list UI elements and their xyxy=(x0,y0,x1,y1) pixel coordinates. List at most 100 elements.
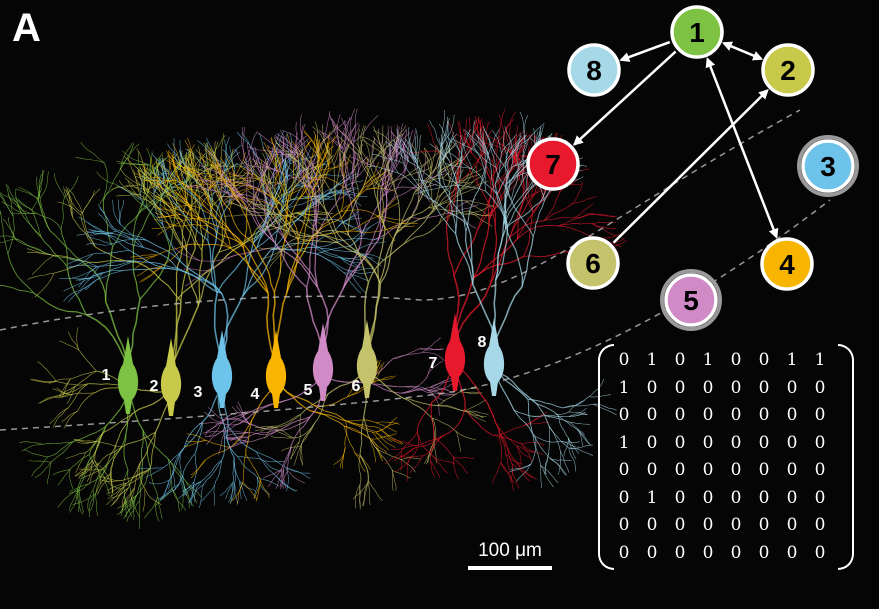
neurite-branch xyxy=(37,198,51,231)
neurite-branch xyxy=(371,433,397,440)
matrix-cell: 0 xyxy=(646,432,658,453)
neurite-branch xyxy=(220,163,225,189)
neurite-branch xyxy=(377,229,386,284)
neurite-branch xyxy=(337,242,381,284)
matrix-cell: 0 xyxy=(646,460,658,481)
neurite-branch xyxy=(245,160,249,203)
neurite-branch xyxy=(207,189,217,220)
neurite-branch xyxy=(174,189,192,207)
neurite-branch xyxy=(338,177,358,200)
neurite-branch xyxy=(573,203,594,219)
neurite-branch xyxy=(86,243,113,246)
neurite-branch xyxy=(239,175,265,185)
neurite-branch xyxy=(549,458,572,461)
neurite-branch xyxy=(494,154,511,185)
neurite-branch xyxy=(449,152,459,188)
neurite-branch xyxy=(284,198,300,242)
neurite-branch xyxy=(179,139,181,167)
neurite-branch xyxy=(352,221,380,240)
neurite-branch xyxy=(67,253,94,269)
matrix-cell: 0 xyxy=(674,515,686,536)
neurite-branch xyxy=(73,438,97,442)
neurite-branch xyxy=(283,235,312,248)
matrix-cell: 0 xyxy=(786,487,798,508)
neurite-branch xyxy=(71,392,96,395)
neurite-branch xyxy=(211,207,244,245)
neurite-branch xyxy=(97,203,115,230)
neurite-branch xyxy=(101,443,117,470)
neurite-branch xyxy=(208,153,219,178)
neurite-branch xyxy=(354,452,366,472)
neurite-branch xyxy=(353,114,379,143)
neurite-branch xyxy=(21,444,43,452)
neurite-branch xyxy=(31,456,49,477)
neurite-branch xyxy=(149,467,159,497)
matrix-cell: 0 xyxy=(702,515,714,536)
neurite-branch xyxy=(109,473,113,497)
neurite-branch xyxy=(316,246,355,253)
neurite-branch xyxy=(102,260,135,274)
neurite-branch xyxy=(417,134,422,163)
neurite-branch xyxy=(224,198,254,213)
neurite-branch xyxy=(313,404,346,422)
neurite-branch xyxy=(421,149,442,169)
neurite-branch xyxy=(186,210,192,251)
neurite-branch xyxy=(224,136,230,166)
neurite-branch xyxy=(33,292,87,316)
neurite-branch xyxy=(439,184,469,227)
neurite-branch xyxy=(336,135,359,156)
neurite-branch xyxy=(524,122,545,145)
neurite-branch xyxy=(483,125,495,153)
neurite-branch xyxy=(194,176,213,207)
neurite-branch xyxy=(240,194,266,212)
neurite-branch xyxy=(502,118,515,145)
neurite-branch xyxy=(192,173,219,178)
neurite-branch xyxy=(391,470,397,491)
neurite-branch xyxy=(568,444,593,450)
neurite-branch xyxy=(53,261,90,274)
neurite-branch xyxy=(364,170,389,188)
neurite-branch xyxy=(530,436,537,465)
neurite-branch xyxy=(28,460,52,463)
neurite-branch xyxy=(289,152,300,179)
neurite-branch xyxy=(343,425,356,453)
matrix-cell: 0 xyxy=(702,542,714,563)
neurite-branch xyxy=(413,179,445,188)
neurite-branch xyxy=(548,426,550,453)
matrix-cell: 0 xyxy=(786,460,798,481)
neurite-branch xyxy=(298,178,322,205)
neurite-branch xyxy=(113,236,144,248)
neurite-branch xyxy=(410,432,420,459)
neurite-branch xyxy=(42,441,74,445)
neurite-branch xyxy=(245,419,253,455)
neurite-branch xyxy=(276,133,303,154)
neurite-branch xyxy=(495,167,512,201)
neurite-branch xyxy=(181,144,195,177)
connection-arrow xyxy=(721,41,764,61)
neurite-branch xyxy=(472,147,497,168)
neuron-label: 6 xyxy=(352,378,361,395)
neurite-branch xyxy=(256,451,277,477)
neurite-branch xyxy=(376,417,398,433)
neurite-branch xyxy=(432,455,456,465)
neurite-branch xyxy=(180,180,213,208)
neurite-branch xyxy=(140,431,157,463)
neurite-branch xyxy=(496,147,498,170)
neurite-branch xyxy=(432,417,456,432)
neurite-branch xyxy=(453,456,475,459)
neurite-branch xyxy=(23,449,48,458)
neurite-branch xyxy=(89,463,100,484)
neurite-branch xyxy=(576,429,584,447)
neurite-branch xyxy=(59,385,76,398)
neurite-branch xyxy=(513,409,536,437)
neurite-branch xyxy=(63,284,90,302)
matrix-cell: 1 xyxy=(646,350,658,371)
neurite-branch xyxy=(55,394,72,398)
neurite-branch xyxy=(342,240,379,290)
neurite-branch xyxy=(236,247,279,256)
neurite-branch xyxy=(181,484,185,510)
neurite-branch xyxy=(76,327,80,350)
neurite-branch xyxy=(179,453,182,485)
neurite-branch xyxy=(382,174,409,191)
neurite-branch xyxy=(516,445,522,465)
